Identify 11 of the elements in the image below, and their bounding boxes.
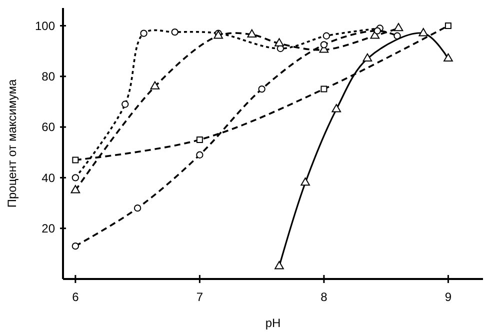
x-tick-label: 7 (196, 290, 204, 304)
y-tick-label: 40 (42, 170, 56, 185)
y-tick-label: 60 (42, 120, 56, 134)
x-axis-title: pH (265, 316, 281, 330)
x-tick-label: 9 (444, 290, 452, 304)
x-tick-label: 8 (320, 290, 328, 304)
y-axis-title: Процент от максимума (5, 79, 19, 208)
y-tick-label: 100 (34, 18, 56, 33)
y-tick-label: 80 (42, 70, 56, 84)
x-tick-label: 6 (72, 290, 80, 304)
y-tick-label: 20 (42, 222, 56, 236)
